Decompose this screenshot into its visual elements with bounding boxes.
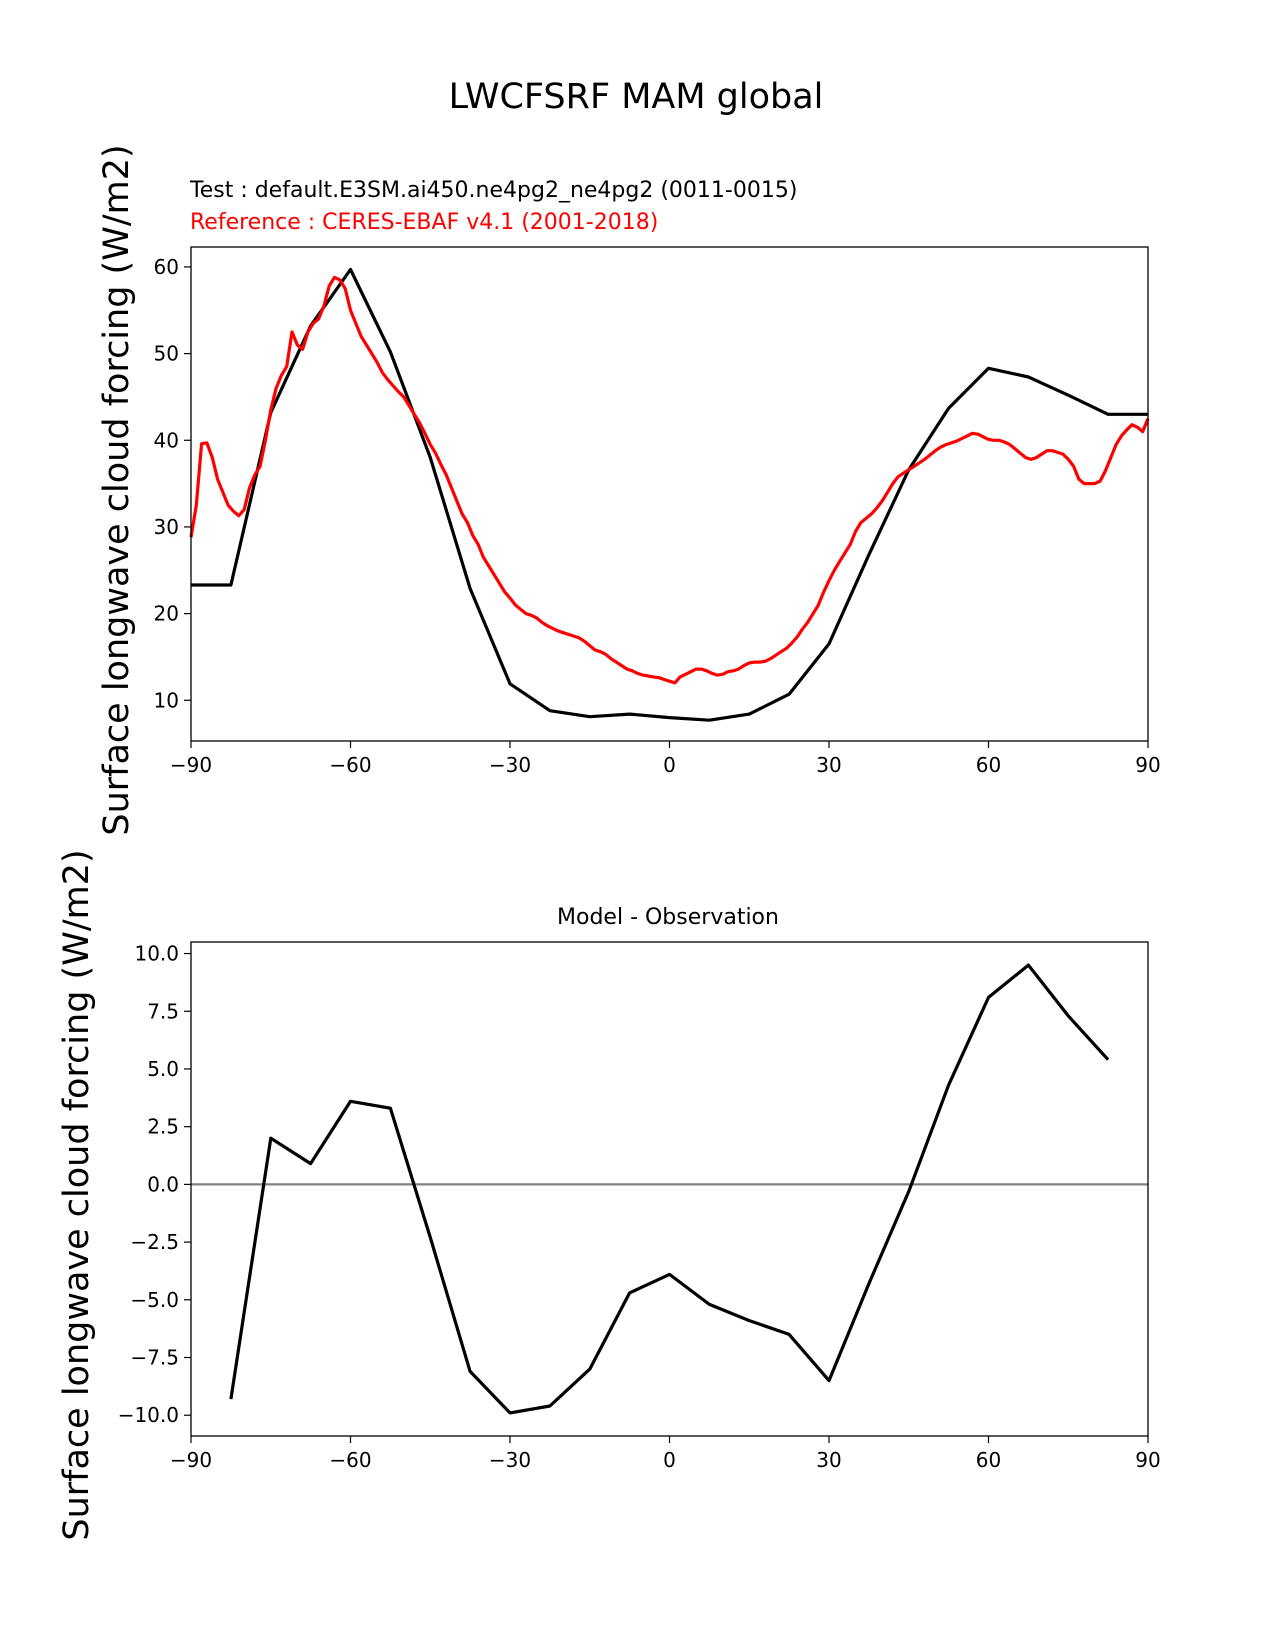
bottom-plot-area: −90 −60 −30 0 30 60 90 10.0 7.5 5.0 2.5 0.0 −2.5 −5.0… [118, 941, 1161, 1472]
bottom-panel-title: Model - Observation [557, 905, 779, 930]
bottom-xtick-label: 60 [976, 1448, 1001, 1472]
top-plot-area: −90 −60 −30 0 30 60 90 10 20 30 40 50 60 [154, 246, 1161, 777]
bottom-ytick-label: 0.0 [147, 1172, 179, 1196]
figure-suptitle: LWCFSRF MAM global [449, 77, 824, 117]
bottom-ytick-label: −10.0 [118, 1403, 179, 1427]
bottom-xtick-label: −90 [170, 1448, 212, 1472]
top-ytick-label: 40 [154, 428, 179, 452]
bottom-xtick-label: −60 [329, 1448, 371, 1472]
bottom-ytick-label: −2.5 [130, 1230, 179, 1254]
bottom-series-line-0 [229, 963, 1110, 1415]
top-xtick-label: 30 [816, 753, 841, 777]
bottom-ytick-label: −5.0 [130, 1288, 179, 1312]
top-panel-reference-title: Reference : CERES-EBAF v4.1 (2001-2018) [190, 210, 658, 235]
bottom-xtick-label: 30 [816, 1448, 841, 1472]
top-ytick-label: 10 [154, 688, 179, 712]
bottom-ytick-label: 5.0 [147, 1057, 179, 1081]
bottom-xtick-label: −30 [489, 1448, 531, 1472]
top-panel: Test : default.E3SM.ai450.ne4pg2_ne4pg2 … [97, 144, 1161, 835]
top-ytick-label: 30 [154, 515, 179, 539]
bottom-xtick-label: 0 [663, 1448, 676, 1472]
top-panel-ylabel: Surface longwave cloud forcing (W/m2) [97, 144, 137, 835]
top-panel-test-title: Test : default.E3SM.ai450.ne4pg2_ne4pg2 … [189, 178, 797, 203]
top-series-line-0 [191, 267, 1148, 722]
top-xtick-label: 60 [976, 753, 1001, 777]
bottom-ytick-label: 7.5 [147, 999, 179, 1023]
bottom-panel-ylabel: Surface longwave cloud forcing (W/m2) [57, 849, 97, 1540]
top-xtick-label: 90 [1135, 753, 1160, 777]
top-xtick-label: −30 [489, 753, 531, 777]
bottom-ytick-label: −7.5 [130, 1346, 179, 1370]
top-ytick-label: 50 [154, 342, 179, 366]
top-xtick-label: −60 [329, 753, 371, 777]
top-series-line-1 [189, 275, 1150, 685]
top-ytick-label: 60 [154, 255, 179, 279]
bottom-ytick-label: 2.5 [147, 1115, 179, 1139]
top-xtick-label: 0 [663, 753, 676, 777]
bottom-xtick-label: 90 [1135, 1448, 1160, 1472]
top-ytick-label: 20 [154, 602, 179, 626]
bottom-panel: Model - Observation Surface longwave clo… [57, 849, 1161, 1540]
bottom-ytick-label: 10.0 [134, 942, 179, 966]
top-xtick-label: −90 [170, 753, 212, 777]
